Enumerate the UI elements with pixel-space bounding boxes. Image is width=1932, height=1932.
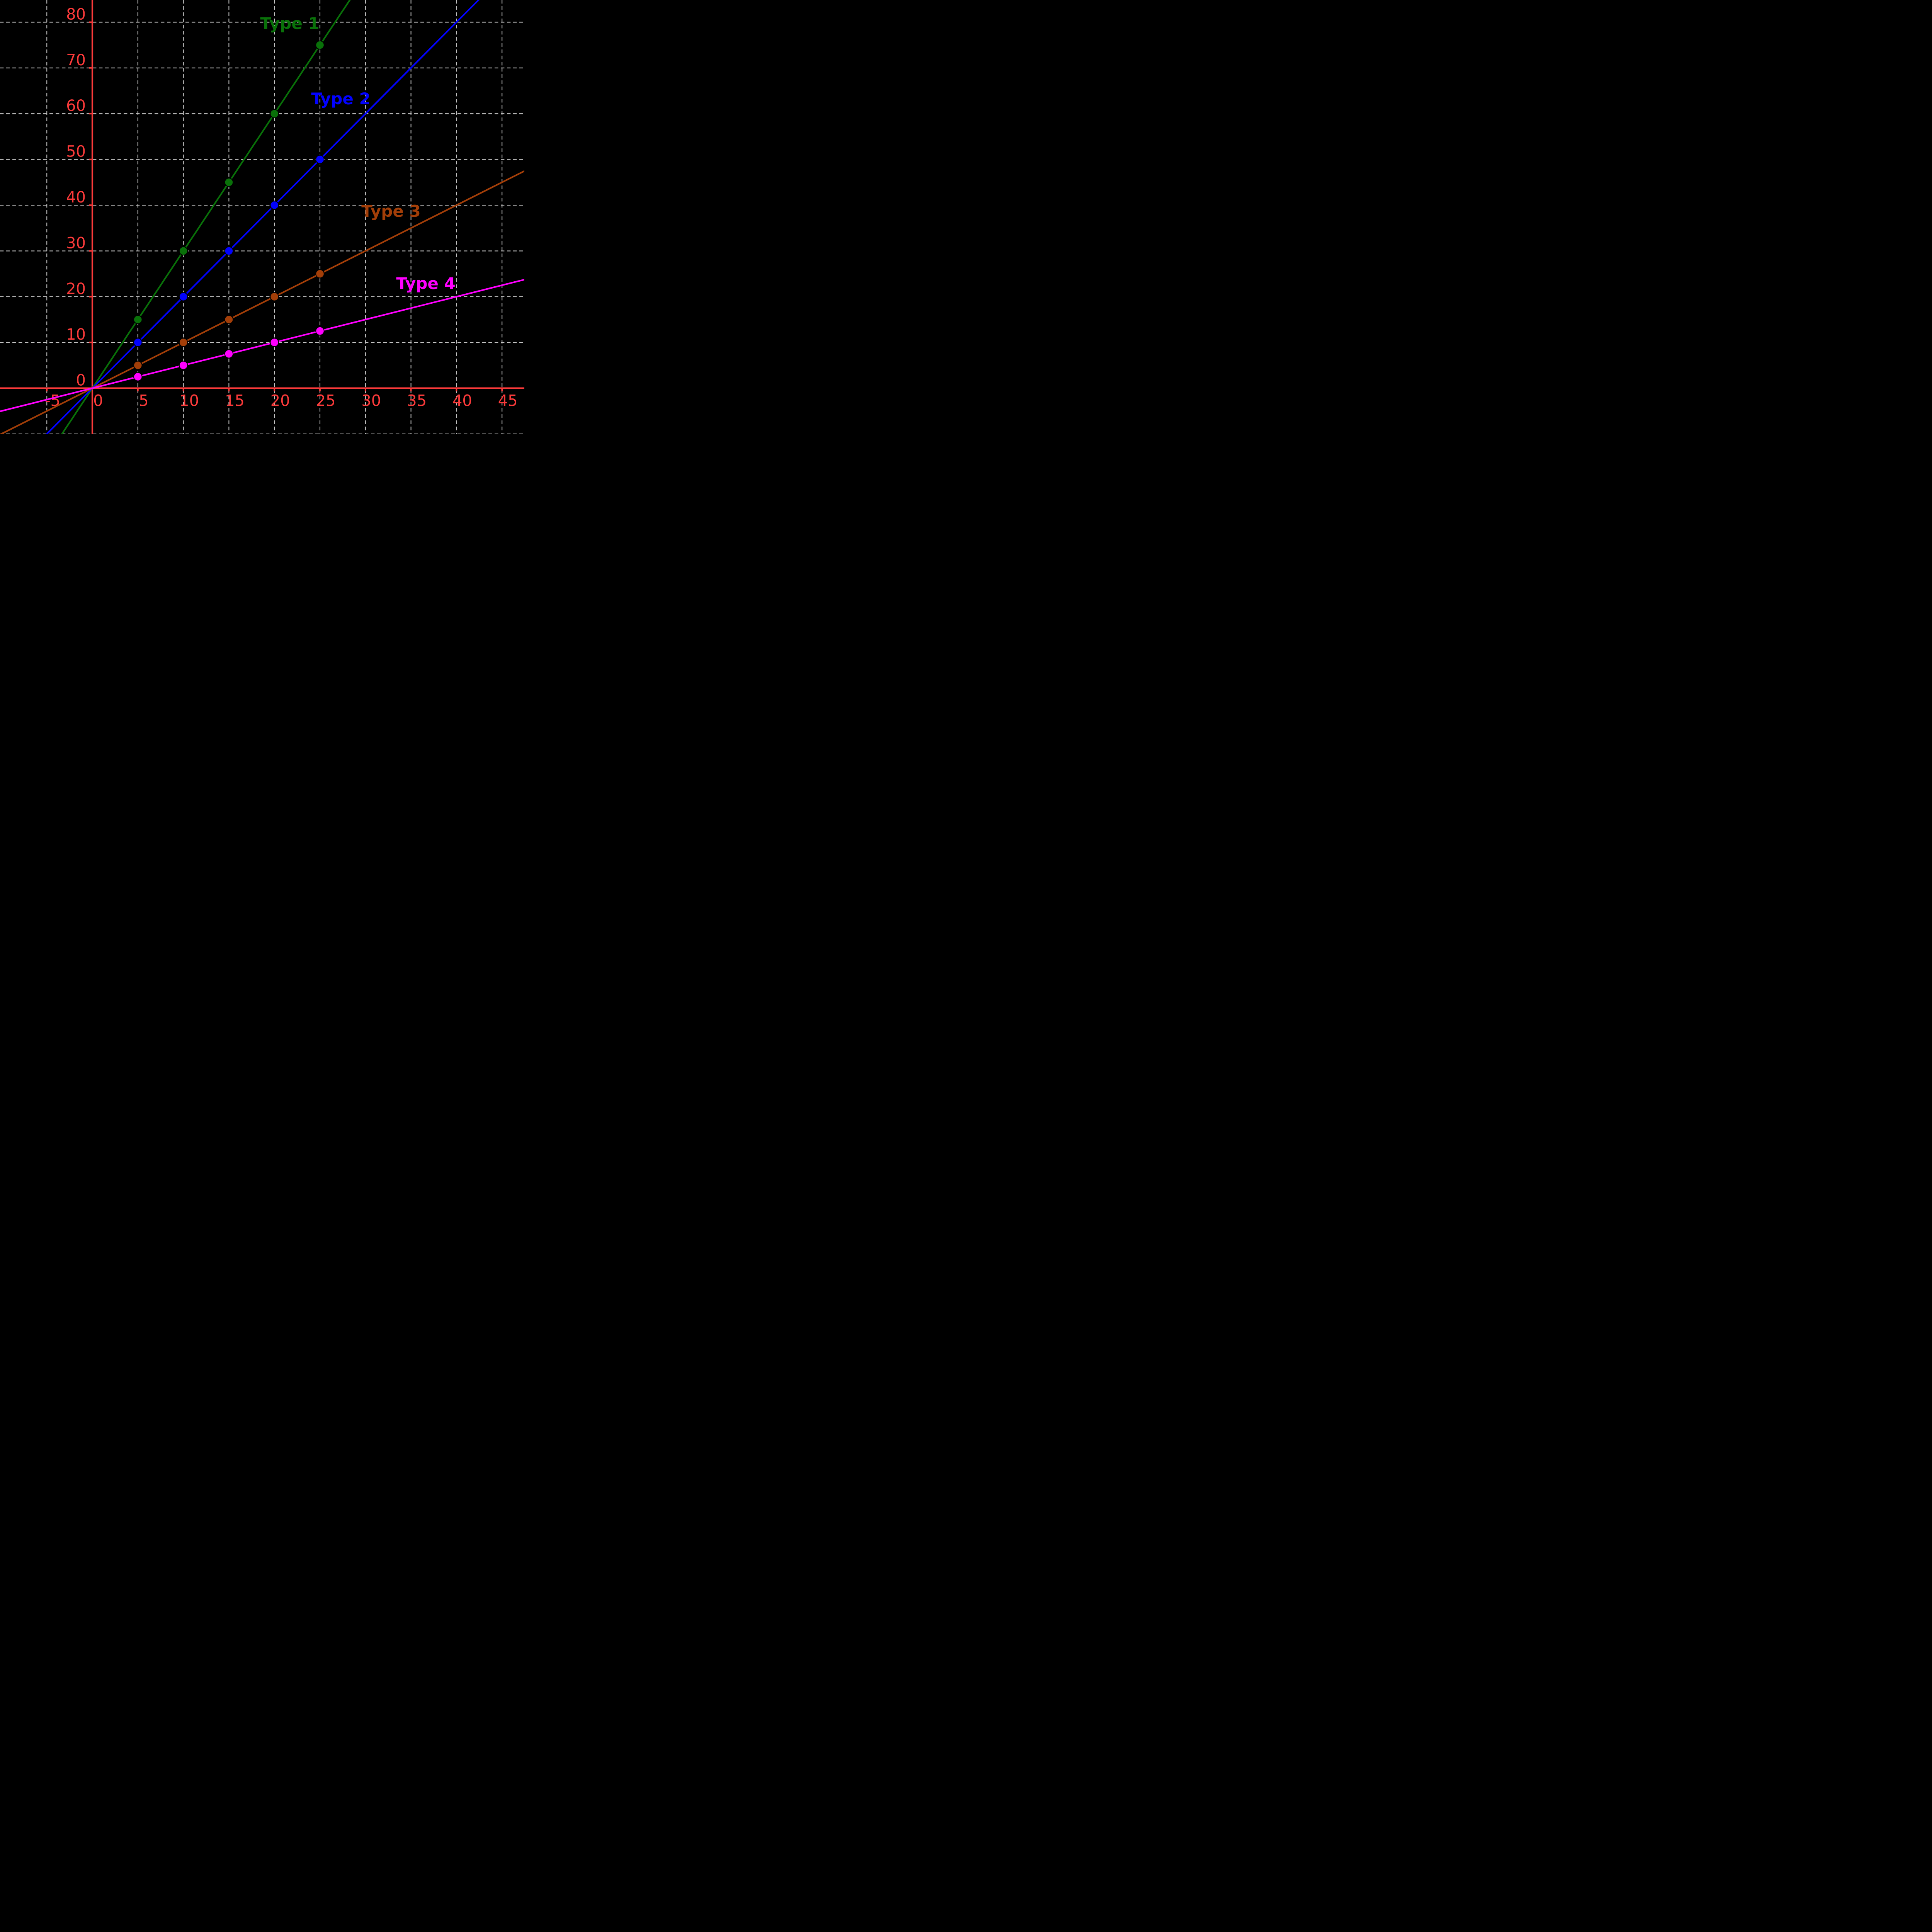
data-point-type-4-25: [315, 326, 325, 336]
x-tick-label-40: 40: [452, 392, 472, 410]
data-point-type-2-5: [133, 338, 143, 347]
y-tick-label-70: 70: [66, 51, 86, 69]
tick-labels-layer: -5 0 5 10 15 20 25 30 35 40 45 0 10 20 30 40 50 60 70 80: [45, 5, 517, 410]
axis-ticks-layer: [46, 21, 503, 391]
data-point-type-4-15: [224, 349, 234, 359]
series-line-1: [61, 0, 351, 434]
data-point-type-1-5: [133, 315, 143, 324]
axes-layer: [0, 0, 524, 434]
data-point-type-2-25: [315, 155, 325, 164]
chart-svg: -5 0 5 10 15 20 25 30 35 40 45 0 10 20 30 40 50 60 70 80 Ty…: [0, 0, 524, 434]
data-point-type-3-15: [224, 315, 234, 324]
data-points-layer: [133, 40, 325, 381]
series-label-4: Type 4: [396, 274, 455, 293]
series-label-3: Type 3: [361, 202, 420, 221]
y-tick-label-20: 20: [66, 280, 86, 298]
data-point-type-1-10: [179, 246, 188, 256]
x-tick-label-45: 45: [498, 392, 518, 410]
x-tick-label-30: 30: [361, 392, 381, 410]
data-point-type-2-20: [270, 201, 279, 210]
x-tick-label-0: 0: [93, 392, 103, 410]
series-labels-layer: Type 1 Type 2 Type 3 Type 4: [260, 14, 455, 293]
x-tick-label-20: 20: [270, 392, 290, 410]
data-point-type-3-10: [179, 338, 188, 347]
series-line-4: [0, 279, 524, 412]
y-tick-label-10: 10: [66, 326, 86, 344]
y-tick-label-60: 60: [66, 97, 86, 115]
x-tick-label-10: 10: [179, 392, 199, 410]
series-lines-layer: [0, 0, 524, 434]
data-point-type-1-15: [224, 178, 234, 187]
data-point-type-1-20: [270, 109, 279, 119]
x-tick-label-15: 15: [225, 392, 245, 410]
y-tick-label-40: 40: [66, 189, 86, 206]
series-line-3: [0, 170, 524, 434]
data-point-type-4-10: [179, 361, 188, 370]
data-point-type-2-10: [179, 292, 188, 301]
y-tick-label-80: 80: [66, 5, 86, 23]
data-point-type-4-20: [270, 338, 279, 347]
x-tick-label-35: 35: [407, 392, 427, 410]
y-tick-label-30: 30: [66, 234, 86, 252]
data-point-type-1-25: [315, 40, 325, 50]
grid-layer: [0, 0, 524, 434]
series-line-2: [46, 0, 480, 434]
data-point-type-3-20: [270, 292, 279, 301]
data-point-type-2-15: [224, 246, 234, 256]
data-point-type-4-5: [133, 372, 143, 381]
y-tick-label-0: 0: [76, 372, 86, 389]
data-point-type-3-5: [133, 361, 143, 370]
series-label-1: Type 1: [260, 14, 319, 33]
x-tick-label-25: 25: [316, 392, 336, 410]
data-point-type-3-25: [315, 269, 325, 279]
series-label-2: Type 2: [311, 89, 370, 108]
x-tick-label--5: -5: [45, 392, 60, 410]
y-tick-label-50: 50: [66, 143, 86, 161]
x-tick-label-5: 5: [139, 392, 148, 410]
plot-canvas: -5 0 5 10 15 20 25 30 35 40 45 0 10 20 30 40 50 60 70 80 Ty…: [0, 0, 524, 434]
